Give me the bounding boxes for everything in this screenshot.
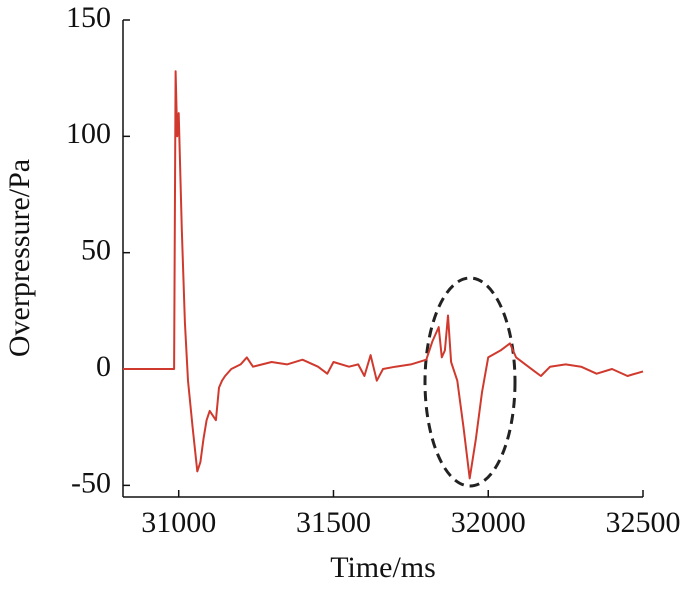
y-axis-label: Overpressure/Pa (3, 159, 36, 357)
x-tick-label: 31000 (141, 506, 216, 539)
y-tick-label: -50 (71, 466, 111, 499)
highlight-ellipse (423, 276, 517, 488)
data-line (123, 70, 644, 480)
y-tick-label: 50 (81, 234, 111, 267)
x-tick-label: 31500 (296, 506, 371, 539)
x-tick-label: 32500 (606, 506, 681, 539)
y-tick-label: 0 (96, 350, 111, 383)
x-axis-label: Time/ms (330, 551, 436, 584)
y-tick-label: 150 (66, 1, 111, 34)
y-tick-label: 100 (66, 117, 111, 150)
x-tick-label: 32000 (451, 506, 526, 539)
